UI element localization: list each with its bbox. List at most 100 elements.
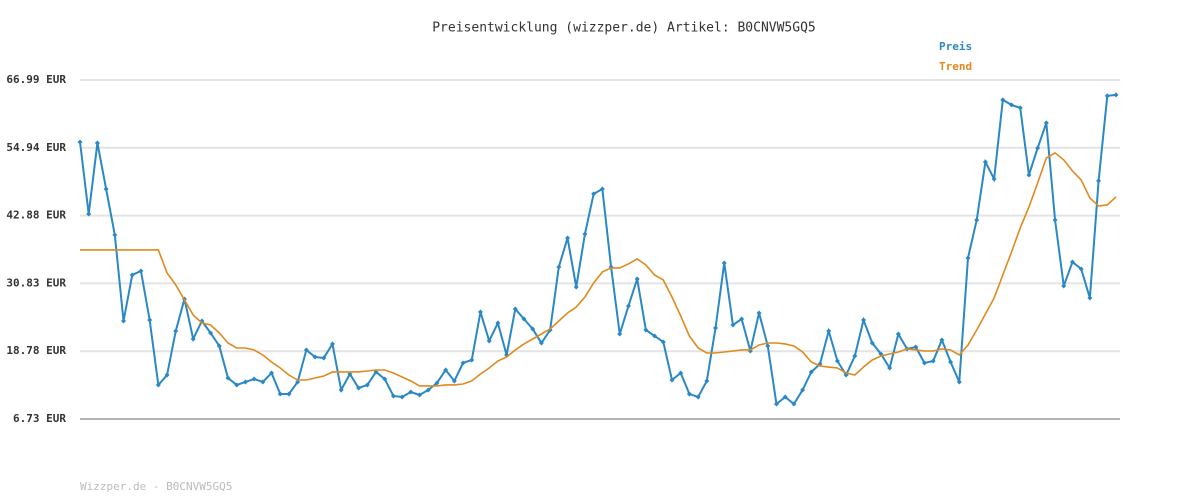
data-point bbox=[399, 394, 405, 400]
data-point bbox=[739, 316, 745, 322]
data-point bbox=[591, 191, 597, 197]
data-point bbox=[991, 176, 997, 182]
data-point bbox=[356, 385, 362, 391]
data-point bbox=[530, 326, 536, 332]
data-point bbox=[861, 317, 867, 323]
data-point bbox=[390, 393, 396, 399]
data-point bbox=[1113, 92, 1119, 98]
data-point bbox=[895, 331, 901, 337]
data-point bbox=[834, 358, 840, 364]
data-point bbox=[155, 382, 161, 388]
data-point bbox=[773, 401, 779, 407]
footer: Wizzper.de - B0CNVW5GQ5 bbox=[80, 480, 232, 493]
data-point bbox=[974, 217, 980, 223]
series-line bbox=[80, 151, 1117, 387]
data-point bbox=[1026, 172, 1032, 178]
data-point bbox=[103, 186, 109, 192]
data-point bbox=[216, 343, 222, 349]
data-point bbox=[121, 318, 127, 324]
data-point bbox=[599, 186, 605, 192]
chart-title: Preisentwicklung (wizzper.de) Artikel: B… bbox=[432, 21, 816, 36]
data-point bbox=[765, 343, 771, 349]
data-point bbox=[660, 339, 666, 345]
y-tick-label: 18.78 EUR bbox=[6, 344, 66, 357]
data-point bbox=[1104, 93, 1110, 99]
data-point bbox=[173, 328, 179, 334]
data-point bbox=[1096, 178, 1102, 184]
data-point bbox=[286, 391, 292, 397]
y-tick-label: 30.83 EUR bbox=[6, 276, 66, 289]
data-point bbox=[956, 379, 962, 385]
data-point bbox=[652, 333, 658, 339]
data-point bbox=[495, 320, 501, 326]
data-point bbox=[451, 378, 457, 384]
data-point bbox=[382, 376, 388, 382]
y-tick-label: 66.99 EUR bbox=[6, 73, 66, 86]
data-point bbox=[643, 327, 649, 333]
data-point bbox=[887, 365, 893, 371]
data-point bbox=[312, 354, 318, 360]
data-point bbox=[678, 370, 684, 376]
data-point bbox=[129, 272, 135, 278]
y-tick-label: 54.94 EUR bbox=[6, 141, 66, 154]
data-point bbox=[826, 328, 832, 334]
data-point bbox=[713, 325, 719, 331]
data-point bbox=[538, 340, 544, 346]
data-point bbox=[112, 232, 118, 238]
data-point bbox=[486, 338, 492, 344]
y-tick-label: 6.73 EUR bbox=[13, 412, 66, 425]
data-point bbox=[225, 375, 231, 381]
data-point bbox=[425, 387, 431, 393]
data-point bbox=[164, 372, 170, 378]
data-point bbox=[1000, 97, 1006, 103]
data-point bbox=[669, 377, 675, 383]
legend-label: Trend bbox=[939, 60, 972, 73]
data-point bbox=[791, 401, 797, 407]
data-point bbox=[138, 268, 144, 274]
data-point bbox=[730, 322, 736, 328]
data-point bbox=[573, 284, 579, 290]
data-point bbox=[982, 159, 988, 165]
data-point bbox=[477, 309, 483, 315]
data-point bbox=[234, 382, 240, 388]
data-point bbox=[1043, 120, 1049, 126]
data-point bbox=[86, 211, 92, 217]
data-point bbox=[965, 255, 971, 261]
data-point bbox=[948, 359, 954, 365]
data-point bbox=[277, 391, 283, 397]
data-point bbox=[1069, 259, 1075, 265]
data-point bbox=[512, 306, 518, 312]
data-point bbox=[469, 357, 475, 363]
data-point bbox=[260, 379, 266, 385]
data-point bbox=[634, 276, 640, 282]
data-point bbox=[208, 330, 214, 336]
data-point bbox=[686, 391, 692, 397]
data-point bbox=[1061, 283, 1067, 289]
legend-label: Preis bbox=[939, 40, 972, 53]
data-point bbox=[417, 392, 423, 398]
data-point bbox=[1035, 145, 1041, 151]
data-point bbox=[1009, 102, 1015, 108]
data-point bbox=[582, 231, 588, 237]
data-point bbox=[695, 394, 701, 400]
data-point bbox=[921, 360, 927, 366]
data-point bbox=[930, 358, 936, 364]
data-point bbox=[251, 376, 257, 382]
data-point bbox=[77, 139, 83, 145]
data-point bbox=[913, 344, 919, 350]
data-point bbox=[269, 370, 275, 376]
data-point bbox=[408, 389, 414, 395]
data-point bbox=[94, 140, 100, 146]
data-point bbox=[625, 303, 631, 309]
data-point bbox=[521, 316, 527, 322]
data-point bbox=[852, 353, 858, 359]
data-point bbox=[556, 264, 562, 270]
data-point bbox=[1078, 266, 1084, 272]
data-point bbox=[364, 382, 370, 388]
data-point bbox=[704, 378, 710, 384]
data-point bbox=[303, 347, 309, 353]
data-point bbox=[321, 355, 327, 361]
